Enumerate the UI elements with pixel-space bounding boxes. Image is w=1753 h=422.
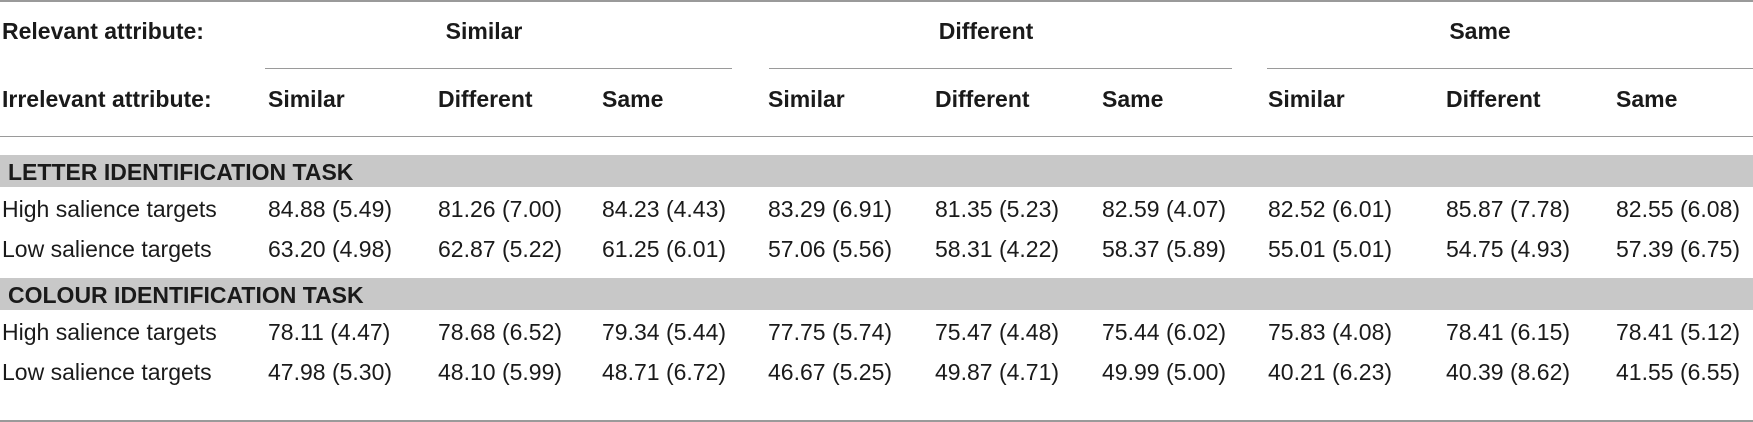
group-header-same: Same xyxy=(1449,18,1511,44)
table-cell: 57.06 (5.56) xyxy=(768,236,893,262)
subcolumn-header: Same xyxy=(1102,86,1164,112)
header-rule xyxy=(0,136,1753,137)
table-cell: 62.87 (5.22) xyxy=(438,236,563,262)
group-underline-same xyxy=(1267,68,1753,69)
table-cell: 58.31 (4.22) xyxy=(935,236,1060,262)
table-cell: 61.25 (6.01) xyxy=(602,236,727,262)
table-cell: 48.10 (5.99) xyxy=(438,359,563,385)
group-underline-different xyxy=(769,68,1232,69)
table-cell: 57.39 (6.75) xyxy=(1616,236,1741,262)
table-cell: 78.41 (5.12) xyxy=(1616,319,1741,345)
row-label: High salience targets xyxy=(2,196,217,222)
table-cell: 81.26 (7.00) xyxy=(438,196,563,222)
table-cell: 85.87 (7.78) xyxy=(1446,196,1571,222)
table-cell: 82.59 (4.07) xyxy=(1102,196,1227,222)
table-cell: 83.29 (6.91) xyxy=(768,196,893,222)
table-cell: 40.39 (8.62) xyxy=(1446,359,1571,385)
subcolumn-header: Same xyxy=(602,86,664,112)
table-cell: 48.71 (6.72) xyxy=(602,359,727,385)
table-cell: 41.55 (6.55) xyxy=(1616,359,1741,385)
table-cell: 78.68 (6.52) xyxy=(438,319,563,345)
table-cell: 40.21 (6.23) xyxy=(1268,359,1393,385)
table-cell: 75.83 (4.08) xyxy=(1268,319,1393,345)
section-band-letter: LETTER IDENTIFICATION TASK xyxy=(0,155,1753,187)
subcolumn-header: Similar xyxy=(1268,86,1345,112)
table-cell: 75.47 (4.48) xyxy=(935,319,1060,345)
table-cell: 78.41 (6.15) xyxy=(1446,319,1571,345)
row-label: Low salience targets xyxy=(2,236,212,262)
subcolumn-header: Different xyxy=(1446,86,1541,112)
row-label: High salience targets xyxy=(2,319,217,345)
subcolumn-header: Different xyxy=(438,86,533,112)
table-cell: 82.52 (6.01) xyxy=(1268,196,1393,222)
table-cell: 82.55 (6.08) xyxy=(1616,196,1741,222)
table-cell: 58.37 (5.89) xyxy=(1102,236,1227,262)
table-row: High salience targets 84.88 (5.49) 81.26… xyxy=(0,190,1753,230)
top-rule xyxy=(0,0,1753,2)
table-cell: 63.20 (4.98) xyxy=(268,236,393,262)
row-label: Low salience targets xyxy=(2,359,212,385)
table-cell: 47.98 (5.30) xyxy=(268,359,393,385)
group-underline-similar xyxy=(265,68,732,69)
table-cell: 79.34 (5.44) xyxy=(602,319,727,345)
table-cell: 55.01 (5.01) xyxy=(1268,236,1393,262)
group-header-similar: Similar xyxy=(445,18,523,44)
table-cell: 75.44 (6.02) xyxy=(1102,319,1227,345)
group-header-different: Different xyxy=(938,18,1034,44)
section-title: COLOUR IDENTIFICATION TASK xyxy=(8,282,364,308)
table-cell: 84.88 (5.49) xyxy=(268,196,393,222)
subcolumn-header: Similar xyxy=(268,86,345,112)
irrelevant-attribute-label: Irrelevant attribute: xyxy=(2,86,212,112)
bottom-rule xyxy=(0,420,1753,422)
table-cell: 77.75 (5.74) xyxy=(768,319,893,345)
table-cell: 84.23 (4.43) xyxy=(602,196,727,222)
section-title: LETTER IDENTIFICATION TASK xyxy=(8,159,354,185)
subcolumn-header: Similar xyxy=(768,86,845,112)
subcolumn-header: Different xyxy=(935,86,1030,112)
table-cell: 49.87 (4.71) xyxy=(935,359,1060,385)
table-row: Low salience targets 47.98 (5.30) 48.10 … xyxy=(0,353,1753,393)
table-cell: 46.67 (5.25) xyxy=(768,359,893,385)
table-row: Low salience targets 63.20 (4.98) 62.87 … xyxy=(0,230,1753,270)
table-row: High salience targets 78.11 (4.47) 78.68… xyxy=(0,313,1753,353)
table-cell: 49.99 (5.00) xyxy=(1102,359,1227,385)
relevant-attribute-label: Relevant attribute: xyxy=(2,18,204,44)
table-cell: 54.75 (4.93) xyxy=(1446,236,1571,262)
table-cell: 81.35 (5.23) xyxy=(935,196,1060,222)
subcolumn-header: Same xyxy=(1616,86,1678,112)
section-band-colour: COLOUR IDENTIFICATION TASK xyxy=(0,278,1753,310)
table-cell: 78.11 (4.47) xyxy=(268,319,391,345)
